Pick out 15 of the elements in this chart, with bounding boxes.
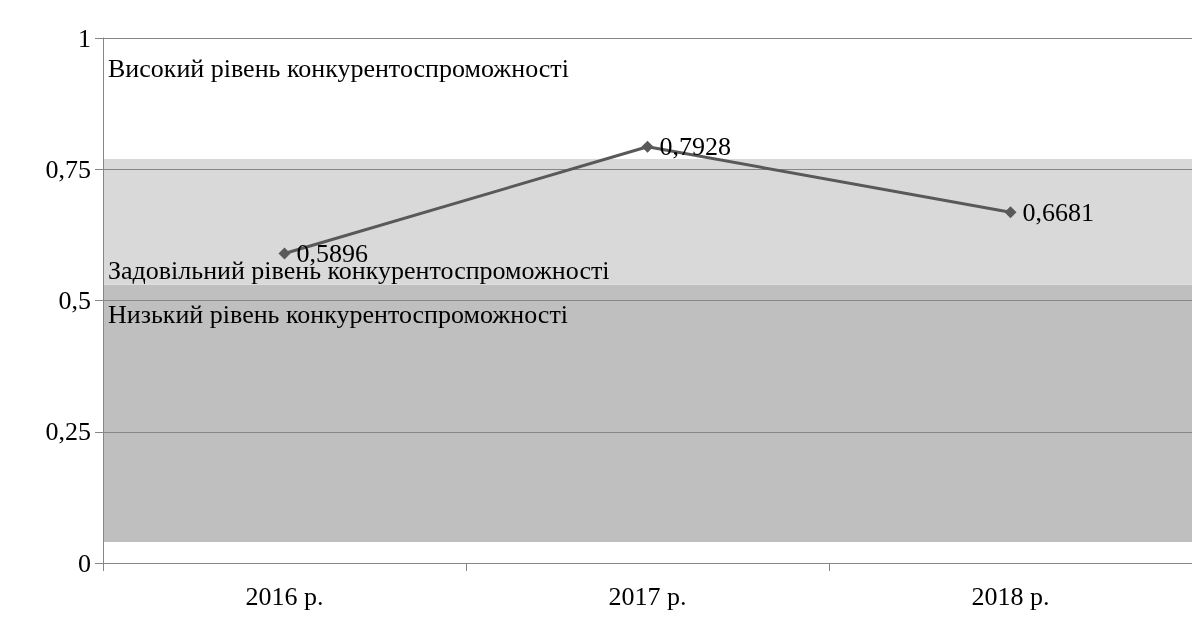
y-tick-label: 1 [78,23,91,53]
point [641,140,654,153]
band-label: Високий рівень конкурентоспроможності [108,53,569,83]
x-tick-label: 2018 р. [971,581,1050,611]
y-tick-label: 0,5 [58,286,91,315]
band-label: Низький рівень конкурентоспроможності [108,300,568,330]
y-tick-label: 0,25 [45,417,91,447]
data-label: 0,6681 [1022,197,1094,227]
y-tick-label: 0 [78,548,91,578]
data-label: 0,7928 [659,132,731,162]
x-tick-label: 2016 р. [245,581,324,611]
x-tick-label: 2017 р. [608,581,687,611]
point [278,247,291,260]
y-tick-label: 0,75 [45,154,91,184]
point [1004,206,1017,219]
